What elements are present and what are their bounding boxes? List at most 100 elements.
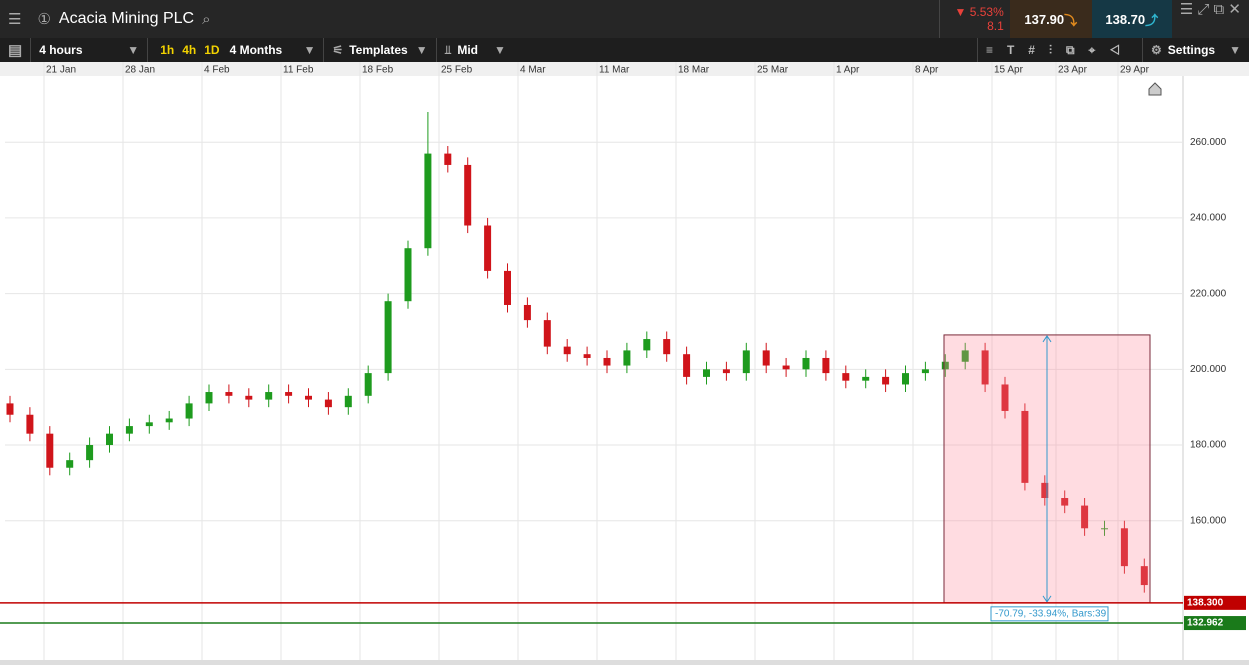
sell-arrow: ⤵ (1064, 12, 1078, 28)
change-box: ▼ 5.53% 8.1 (938, 0, 1010, 38)
candle-body (125, 426, 133, 434)
candle-body (26, 414, 34, 434)
candle-body (404, 248, 412, 302)
settings-button[interactable]: ⚙ Settings ▼ (1142, 38, 1249, 62)
candle-body (961, 350, 969, 362)
candle-body (742, 350, 750, 374)
interval-select[interactable]: 4 hours ▼ (30, 38, 147, 62)
candle-body (722, 369, 730, 374)
candle-body (663, 339, 671, 355)
sell-button[interactable]: 137.90 ⤵ (1009, 0, 1092, 38)
chart: 21 Jan 28 Jan 4 Feb 11 Feb 18 Feb 25 Feb 4 Mar… (0, 62, 1249, 665)
list-icon[interactable]: ▤ (8, 42, 23, 59)
x-tick-label: 25 Mar (757, 65, 789, 76)
change-pct: 5.53% (969, 5, 1004, 19)
home-icon (1148, 82, 1162, 96)
toolbar: ▤ 4 hours ▼ 1h 4h 1D 4 Months ▼ ⚟ Templates… (0, 38, 1249, 62)
candle-body (384, 301, 392, 374)
y-tick-label: 220.000 (1190, 288, 1227, 299)
price-tag-label: 138.300 (1187, 597, 1224, 608)
quick-interval[interactable]: 1h (160, 43, 175, 57)
x-tick-label: 4 Feb (204, 65, 230, 76)
search-icon[interactable]: ⌕ (202, 10, 211, 28)
candle-body (583, 354, 591, 358)
candle-body (225, 392, 233, 396)
candle-body (902, 373, 909, 385)
x-tick-label: 18 Mar (678, 65, 710, 76)
candle-body (1041, 482, 1049, 499)
candle-body (523, 304, 531, 321)
sell-price: 137.90 (1024, 11, 1065, 27)
candle-body (265, 392, 273, 400)
x-tick-label: 28 Jan (125, 65, 155, 76)
price-type-button[interactable]: ⫫ Mid ▼ (435, 38, 514, 62)
change-points: 8.1 (987, 19, 1004, 33)
candle-body (563, 346, 571, 355)
x-tick-label: 8 Apr (915, 65, 939, 76)
quick-interval[interactable]: 4h (182, 43, 197, 57)
price-type: Mid (457, 43, 478, 57)
templates-button[interactable]: ⚟ Templates ▼ (323, 38, 435, 62)
candle-body (185, 403, 193, 419)
x-tick-label: 21 Jan (46, 65, 76, 76)
candle-body (305, 395, 312, 400)
buy-button[interactable]: 138.70 ⤴ (1091, 0, 1172, 38)
measure-label-box (990, 606, 1109, 622)
menu-icon[interactable]: ☰ (8, 11, 22, 28)
x-tick-label: 25 Feb (441, 65, 473, 76)
x-tick-label: 29 Apr (1120, 65, 1150, 76)
candle-body (862, 376, 870, 381)
price-tag (1184, 616, 1246, 631)
candle-body (245, 395, 253, 400)
x-tick-label: 1 Apr (836, 65, 860, 76)
candle-body (86, 445, 94, 461)
x-tick-label: 23 Apr (1058, 65, 1088, 76)
candle-body (504, 270, 511, 305)
candle-body (1120, 528, 1128, 567)
x-tick-label: 11 Mar (599, 65, 630, 76)
settings: Settings (1167, 43, 1216, 57)
buy-arrow: ⤴ (1145, 12, 1159, 28)
candle-body (165, 418, 173, 423)
templates: Templates (349, 43, 408, 57)
candle-body (1061, 498, 1069, 506)
header: ☰ ① Acacia Mining PLC ⌕ ▼ 5.53% 8.1 137.… (0, 0, 1249, 38)
candle-body (1081, 505, 1089, 529)
candle-body (882, 376, 890, 385)
candle-body (981, 350, 989, 385)
candle-body (106, 433, 113, 446)
y-tick-label: 160.000 (1190, 515, 1227, 526)
candle-body (344, 395, 352, 408)
y-tick-label: 240.000 (1190, 213, 1227, 224)
measure-arrowhead (1042, 335, 1052, 603)
buy-price: 138.70 (1105, 11, 1146, 27)
price-tag-label: 132.962 (1187, 618, 1224, 629)
candle-body (364, 373, 372, 396)
quick-intervals: 1h 4h 1D 4 Months ▼ (147, 38, 323, 62)
instrument-title: Acacia Mining PLC (58, 10, 195, 27)
candle-body (145, 422, 153, 427)
candle-body (46, 433, 54, 468)
candle-body (822, 357, 830, 374)
candle-body (623, 350, 631, 366)
change: ▼ 5.53% (954, 5, 1004, 19)
tool-icons[interactable]: ≡T#⫶⧉⌖◁ (976, 38, 1142, 62)
interval: 4 hours (39, 43, 83, 57)
x-tick-label: 18 Feb (362, 65, 394, 76)
candle-body (1021, 410, 1029, 483)
candle-body (941, 361, 949, 370)
candle-body (285, 392, 293, 396)
window-icons[interactable]: ☰ ⤢ ⧉ ✕ (1179, 1, 1241, 18)
candle-body (802, 357, 810, 370)
candle-body (464, 164, 472, 226)
y-tick-label: 260.000 (1190, 137, 1227, 148)
candle-body (1101, 528, 1108, 530)
candle-body (683, 354, 691, 377)
quick-interval[interactable]: 1D (204, 43, 220, 57)
y-tick-label: 200.000 (1190, 364, 1227, 375)
range[interactable]: 4 Months (229, 43, 283, 57)
candle-body (782, 365, 790, 370)
candle-body (324, 399, 332, 408)
x-tick-label: 4 Mar (520, 65, 546, 76)
